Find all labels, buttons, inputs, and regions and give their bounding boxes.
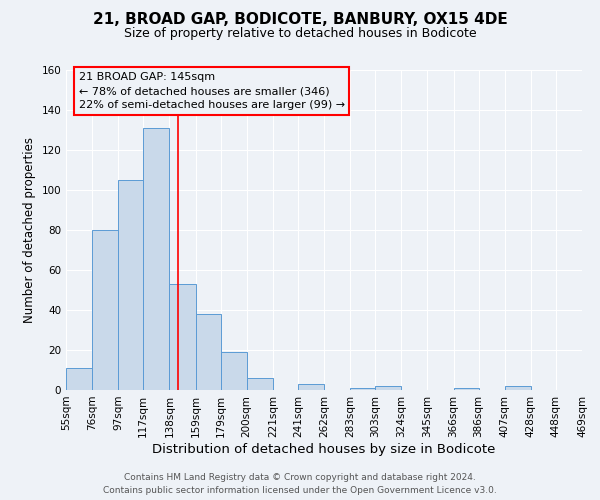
Bar [118,180,143,390]
Bar [375,386,401,390]
Bar [92,230,118,390]
Bar [66,368,92,390]
Bar [196,314,221,390]
Text: Size of property relative to detached houses in Bodicote: Size of property relative to detached ho… [124,28,476,40]
X-axis label: Distribution of detached houses by size in Bodicote: Distribution of detached houses by size … [152,442,496,456]
Text: 21, BROAD GAP, BODICOTE, BANBURY, OX15 4DE: 21, BROAD GAP, BODICOTE, BANBURY, OX15 4… [92,12,508,28]
Bar [169,284,196,390]
Bar [454,388,479,390]
Y-axis label: Number of detached properties: Number of detached properties [23,137,36,323]
Text: 21 BROAD GAP: 145sqm
← 78% of detached houses are smaller (346)
22% of semi-deta: 21 BROAD GAP: 145sqm ← 78% of detached h… [79,72,345,110]
Bar [143,128,169,390]
Bar [221,352,247,390]
Bar [247,378,273,390]
Bar [350,388,375,390]
Bar [505,386,531,390]
Text: Contains HM Land Registry data © Crown copyright and database right 2024.
Contai: Contains HM Land Registry data © Crown c… [103,474,497,495]
Bar [298,384,324,390]
